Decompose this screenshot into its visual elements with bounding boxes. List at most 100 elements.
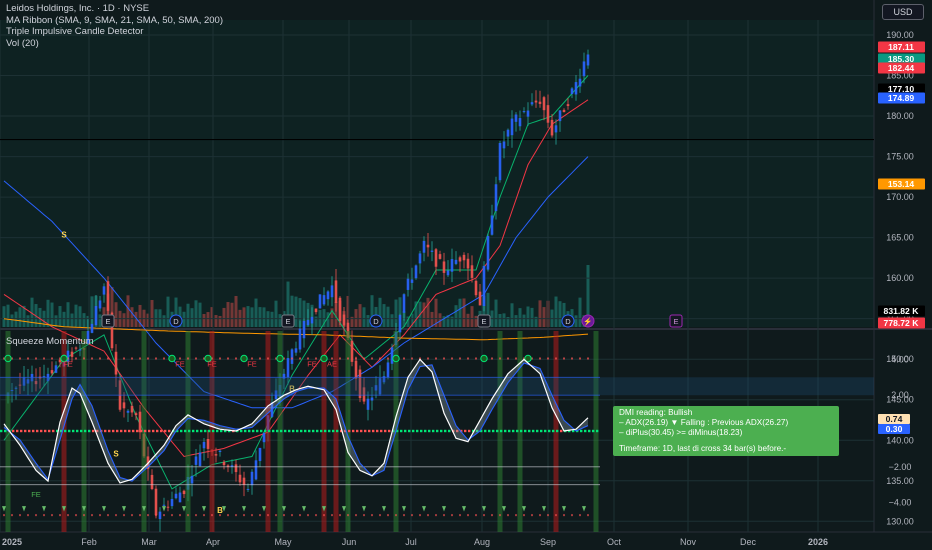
- currency-button[interactable]: USD: [882, 4, 924, 20]
- bottom-marker-dot: [579, 514, 581, 517]
- zero-dot: [328, 429, 331, 433]
- zero-dot: [204, 429, 207, 433]
- zero-dot: [436, 429, 439, 433]
- candle-body: [34, 381, 38, 385]
- candle-body: [506, 129, 510, 137]
- subpane-title[interactable]: Squeeze Momentum: [6, 336, 94, 347]
- candle-body: [282, 373, 286, 379]
- volume-bar: [294, 296, 298, 327]
- volume-bar: [2, 306, 6, 327]
- volume-bar: [74, 304, 78, 327]
- top-marker-dot: [235, 357, 237, 360]
- candle-body: [514, 114, 518, 122]
- zero-dot: [516, 429, 519, 433]
- indicator-triple-impulsive[interactable]: Triple Impulsive Candle Detector: [6, 26, 144, 37]
- top-signal-circle: [320, 354, 328, 363]
- bottom-marker-triangle: [2, 506, 6, 512]
- candle-body: [214, 454, 218, 456]
- bottom-marker-dot: [35, 514, 37, 517]
- volume-bar: [538, 300, 542, 327]
- top-marker-dot: [35, 357, 37, 360]
- zero-dot: [572, 429, 575, 433]
- candle-body: [182, 490, 186, 495]
- zero-dot: [36, 429, 39, 433]
- zero-dot: [424, 429, 427, 433]
- top-marker-dot: [43, 357, 45, 360]
- event-label: E: [105, 317, 110, 326]
- bottom-marker-triangle: [342, 506, 346, 512]
- zero-dot: [472, 429, 475, 433]
- time-tick-label: May: [274, 537, 292, 547]
- top-marker-dot: [499, 357, 501, 360]
- zero-dot: [64, 429, 67, 433]
- volume-bar: [354, 309, 358, 327]
- zero-dot: [240, 429, 243, 433]
- zero-dot: [212, 429, 215, 433]
- price-label-box: [878, 62, 925, 74]
- candle-body: [258, 447, 262, 462]
- zero-dot: [408, 429, 411, 433]
- volume-bar: [198, 302, 202, 327]
- volume-bar: [334, 301, 338, 327]
- bottom-marker-triangle: [282, 506, 286, 512]
- bottom-marker-triangle: [382, 506, 386, 512]
- top-signal-circle: [204, 354, 212, 363]
- candle-body: [346, 322, 350, 338]
- volume-bar: [522, 314, 526, 327]
- event-marker-dividend: [561, 314, 575, 328]
- candle-body: [50, 370, 54, 374]
- volume-bar: [162, 315, 166, 327]
- candle-body: [74, 347, 78, 349]
- zero-dot: [156, 429, 159, 433]
- top-marker-dot: [571, 357, 573, 360]
- bottom-marker-dot: [531, 514, 533, 517]
- volume-bar: [62, 311, 66, 327]
- candle-body: [498, 143, 502, 181]
- candle-body: [518, 118, 522, 127]
- zero-dot: [344, 429, 347, 433]
- bottom-marker-dot: [43, 514, 45, 517]
- indicator-ma-ribbon[interactable]: MA Ribbon (SMA, 9, SMA, 21, SMA, 50, SMA…: [6, 14, 224, 26]
- volume-bar: [270, 311, 274, 327]
- bottom-marker-triangle: [82, 506, 86, 512]
- zero-dot: [316, 429, 319, 433]
- zero-dot: [532, 429, 535, 433]
- candle-body: [534, 100, 538, 103]
- symbol-title[interactable]: Leidos Holdings, Inc. · 1D · NYSE: [6, 3, 150, 14]
- top-marker-dot: [459, 357, 461, 360]
- zero-dot: [356, 429, 359, 433]
- volume-bar: [358, 304, 362, 327]
- volume-bar: [190, 308, 194, 327]
- squeeze-annotation: FE: [31, 490, 41, 499]
- zero-dot: [300, 429, 303, 433]
- bottom-marker-triangle: [502, 506, 506, 512]
- volume-bar: [134, 311, 138, 327]
- volume-bar: [202, 314, 206, 327]
- top-signal-circle: [524, 354, 532, 363]
- momentum-tick-label: −2.00: [889, 462, 912, 472]
- time-tick-label: Feb: [81, 537, 97, 547]
- bottom-marker-dot: [523, 514, 525, 517]
- candle-body: [298, 328, 302, 350]
- top-signal-circle: [276, 354, 284, 363]
- bottom-marker-dot: [299, 514, 301, 517]
- zero-dot: [220, 429, 223, 433]
- zero-dot: [280, 429, 283, 433]
- volume-bar: [366, 315, 370, 327]
- candle-body: [154, 488, 158, 516]
- zero-dot: [404, 429, 407, 433]
- zero-dot: [312, 429, 315, 433]
- candle-body: [206, 439, 210, 449]
- volume-bar: [314, 316, 318, 327]
- zero-dot: [352, 429, 355, 433]
- event-marker-earnings: [101, 314, 115, 328]
- volume-bar: [138, 304, 142, 327]
- volume-bar: [46, 299, 50, 327]
- zero-dot: [136, 429, 139, 433]
- zero-dot: [332, 429, 335, 433]
- bottom-marker-dot: [163, 514, 165, 517]
- candle-body: [86, 330, 90, 344]
- zero-dot: [28, 429, 31, 433]
- indicator-volume[interactable]: Vol (20): [6, 37, 39, 49]
